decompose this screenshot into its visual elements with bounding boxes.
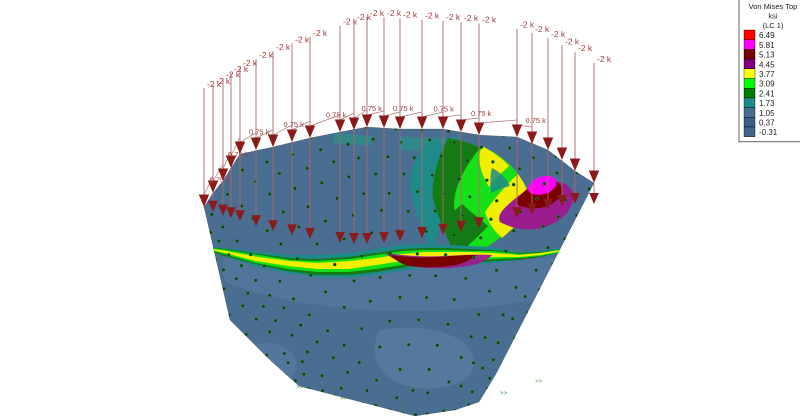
svg-text:-2 k: -2 k — [578, 43, 593, 53]
svg-text:-2 k: -2 k — [276, 42, 291, 52]
svg-text:5.81: 5.81 — [759, 41, 775, 50]
svg-text:-2 k: -2 k — [370, 8, 385, 18]
svg-text:0.75 k: 0.75 k — [249, 128, 270, 137]
svg-text:-2 k: -2 k — [343, 17, 358, 27]
svg-text:3.09: 3.09 — [759, 80, 775, 89]
svg-text:0.75 k: 0.75 k — [362, 104, 383, 113]
svg-text:5.13: 5.13 — [759, 51, 775, 60]
svg-text:-2 k: -2 k — [295, 35, 310, 45]
svg-text:6.49: 6.49 — [759, 31, 775, 40]
svg-text:>>: >> — [460, 398, 468, 404]
svg-text:0.37: 0.37 — [759, 119, 775, 128]
svg-text:ksi: ksi — [768, 12, 778, 21]
svg-text:0.75 k: 0.75 k — [210, 176, 231, 185]
svg-text:-2 k: -2 k — [551, 29, 566, 39]
svg-text:-2 k: -2 k — [425, 11, 440, 21]
svg-text:(LC 1): (LC 1) — [763, 21, 784, 30]
svg-text:0.75 k: 0.75 k — [434, 105, 455, 114]
svg-text:0.75 k: 0.75 k — [393, 104, 414, 113]
svg-text:Von Mises Top: Von Mises Top — [749, 2, 798, 11]
svg-text:2.41: 2.41 — [759, 89, 775, 98]
svg-text:0.75 k: 0.75 k — [228, 150, 249, 159]
svg-text:-2 k: -2 k — [313, 28, 328, 38]
svg-text:-2 k: -2 k — [535, 24, 550, 34]
svg-text:-0.31: -0.31 — [759, 128, 778, 137]
svg-text:-2 k: -2 k — [446, 12, 461, 22]
svg-text:-2 k: -2 k — [259, 50, 274, 60]
svg-text:>>: >> — [535, 379, 543, 385]
svg-text:0.75 k: 0.75 k — [471, 109, 492, 118]
svg-text:-2 k: -2 k — [243, 58, 258, 68]
svg-text:3.77: 3.77 — [759, 70, 775, 79]
svg-text:-2 k: -2 k — [387, 8, 402, 18]
svg-text:1.73: 1.73 — [759, 99, 775, 108]
svg-text:-2 k: -2 k — [403, 9, 418, 19]
svg-text:-2 k: -2 k — [520, 20, 535, 30]
svg-text:-2 k: -2 k — [464, 13, 479, 23]
svg-text:-2 k: -2 k — [597, 54, 612, 64]
svg-text:>>: >> — [500, 391, 508, 397]
svg-text:>>: >> — [296, 385, 304, 391]
svg-text:-2 k: -2 k — [482, 15, 497, 25]
svg-text:>>: >> — [400, 401, 408, 407]
svg-text:1.05: 1.05 — [759, 109, 775, 118]
svg-text:0.75 k: 0.75 k — [284, 120, 305, 129]
svg-text:0.75 k: 0.75 k — [526, 116, 547, 125]
svg-text:4.45: 4.45 — [759, 60, 775, 69]
svg-text:0.75 k: 0.75 k — [326, 111, 347, 120]
